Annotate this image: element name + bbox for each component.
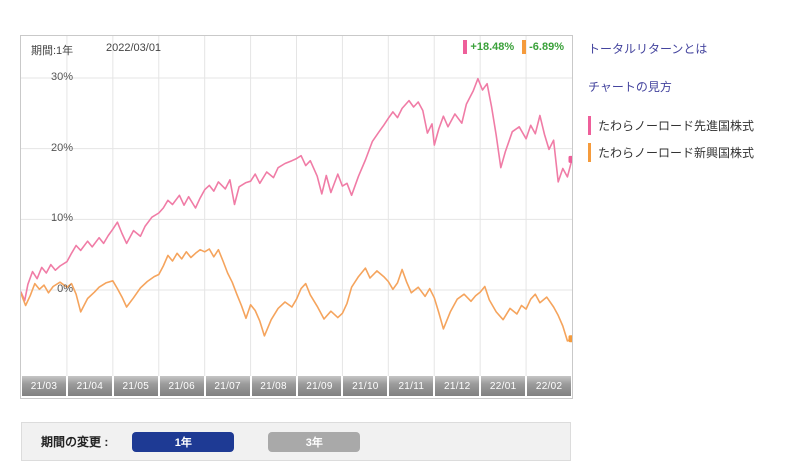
series-marker-icon — [463, 40, 468, 54]
period-controls-bar: 期間の変更 : 1年 3年 — [21, 422, 571, 461]
x-axis-label: 21/05 — [113, 376, 158, 396]
x-axis-label: 21/12 — [435, 376, 480, 396]
side-panel: トータルリターンとは チャートの見方 たわらノーロード先進国株式 たわらノーロード… — [588, 40, 798, 170]
latest-return-values: +18.48% -6.89% — [463, 40, 564, 54]
as-of-date: 2022/03/01 — [106, 42, 162, 54]
x-axis-label: 21/08 — [251, 376, 296, 396]
link-how-to-read-chart[interactable]: チャートの見方 — [588, 80, 672, 94]
series-latest-value-1: -6.89% — [522, 40, 564, 54]
series-line-0 — [21, 77, 572, 302]
period-change-label: 期間の変更 : — [41, 435, 109, 449]
period-label: 期間:1年 — [31, 45, 74, 57]
chart-legend: たわらノーロード先進国株式 たわらノーロード新興国株式 — [588, 116, 798, 162]
x-axis-label: 22/01 — [481, 376, 526, 396]
legend-item-0: たわらノーロード先進国株式 — [588, 116, 798, 135]
total-return-chart: 期間:1年 2022/03/01 +18.48% -6.89% 30% 20% 10%… — [20, 35, 573, 399]
series-end-marker-0 — [568, 155, 572, 163]
link-what-is-total-return[interactable]: トータルリターンとは — [588, 42, 708, 56]
x-axis-label: 21/06 — [159, 376, 204, 396]
series-line-1 — [21, 248, 572, 342]
latest-value-text: +18.48% — [470, 41, 515, 53]
x-axis-label: 21/11 — [389, 376, 434, 396]
legend-color-bar-icon — [588, 143, 591, 162]
legend-color-bar-icon — [588, 116, 591, 135]
latest-value-text: -6.89% — [529, 41, 564, 53]
line-chart-plot — [21, 36, 572, 376]
x-axis-label: 21/07 — [205, 376, 250, 396]
legend-label: たわらノーロード先進国株式 — [598, 119, 755, 133]
x-axis-label: 21/10 — [343, 376, 388, 396]
legend-label: たわらノーロード新興国株式 — [598, 146, 755, 160]
x-axis-date-bar: 21/03 21/04 21/05 21/06 21/07 21/08 21/09 21/10… — [22, 376, 572, 396]
period-button-3year[interactable]: 3年 — [268, 431, 361, 452]
series-marker-icon — [522, 40, 527, 54]
legend-item-1: たわらノーロード新興国株式 — [588, 143, 798, 162]
x-axis-label: 21/09 — [297, 376, 342, 396]
series-latest-value-0: +18.48% — [463, 40, 514, 54]
x-axis-label: 22/02 — [527, 376, 572, 396]
x-axis-label: 21/03 — [22, 376, 66, 396]
x-axis-label: 21/04 — [67, 376, 112, 396]
series-end-marker-1 — [568, 335, 572, 343]
period-button-1year[interactable]: 1年 — [132, 431, 235, 452]
